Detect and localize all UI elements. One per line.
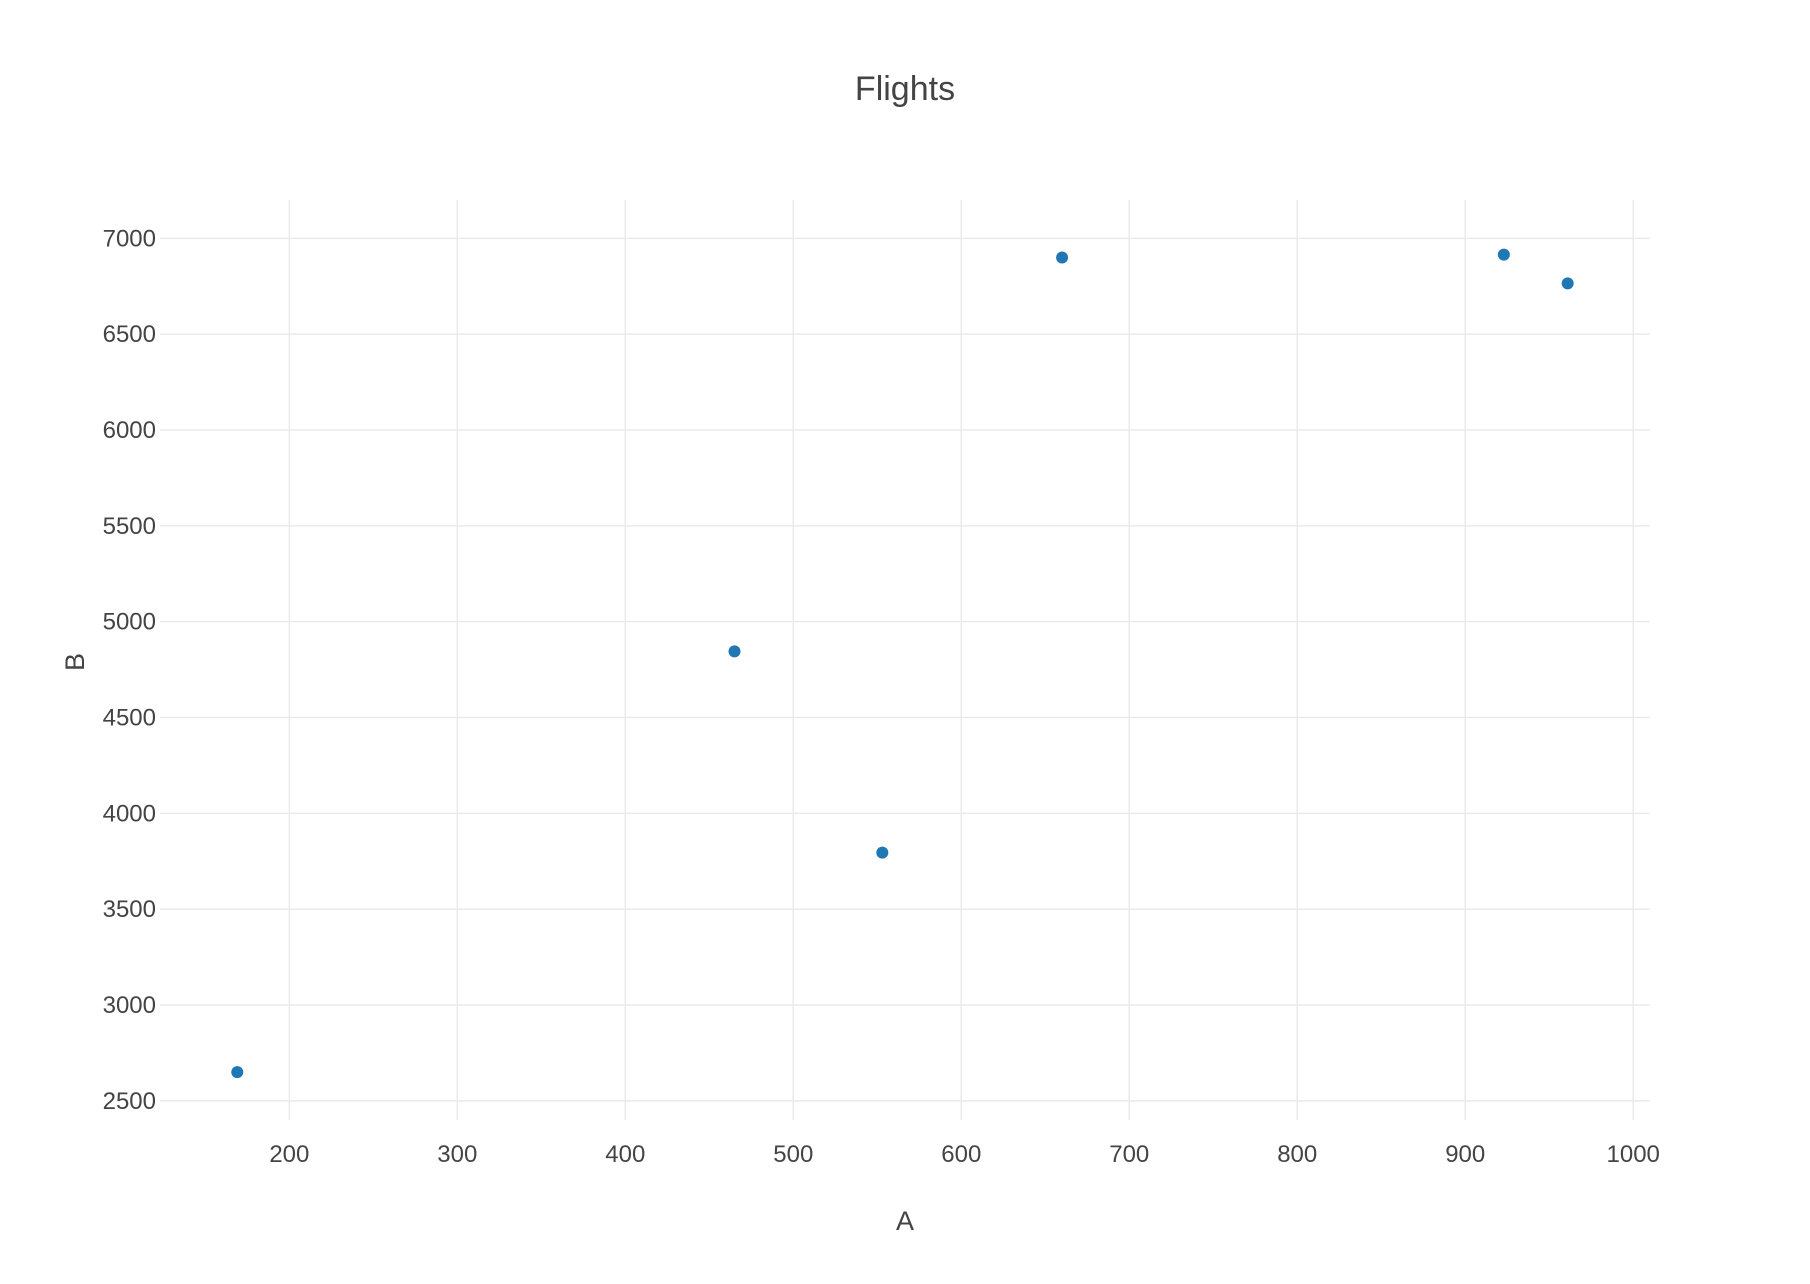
- y-axis-title: B: [60, 653, 90, 671]
- y-tick-label: 4500: [103, 705, 156, 732]
- y-tick-label: 6000: [103, 417, 156, 444]
- data-points: [231, 248, 1574, 1079]
- y-tick-labels: 2500 3000 3500 4000 4500 5000 5500 6000 6500 7000: [103, 225, 156, 1115]
- x-tick-label: 400: [605, 1141, 645, 1168]
- y-tick-label: 5000: [103, 609, 156, 636]
- x-tick-label: 800: [1277, 1141, 1317, 1168]
- data-point: [1561, 277, 1574, 290]
- x-gridlines: [288, 200, 1634, 1120]
- x-tick-label: 200: [269, 1141, 309, 1168]
- chart-title: Flights: [855, 70, 955, 108]
- y-tick-label: 7000: [103, 225, 156, 252]
- data-point: [876, 846, 889, 859]
- y-tick-label: 6500: [103, 321, 156, 348]
- x-tick-label: 900: [1445, 1141, 1485, 1168]
- x-tick-label: 700: [1109, 1141, 1149, 1168]
- x-tick-label: 300: [437, 1141, 477, 1168]
- x-axis-title: A: [896, 1206, 914, 1236]
- data-point: [1497, 248, 1510, 261]
- y-gridlines: [160, 237, 1650, 1102]
- data-point: [728, 645, 741, 658]
- y-tick-label: 3500: [103, 896, 156, 923]
- y-tick-label: 4000: [103, 800, 156, 827]
- y-tick-label: 5500: [103, 513, 156, 540]
- data-point: [231, 1066, 244, 1079]
- x-tick-label: 1000: [1607, 1141, 1660, 1168]
- x-tick-label: 500: [773, 1141, 813, 1168]
- x-tick-label: 600: [941, 1141, 981, 1168]
- y-tick-label: 3000: [103, 992, 156, 1019]
- x-tick-labels: 200 300 400 500 600 700 800 900 1000: [269, 1141, 1660, 1168]
- y-tick-label: 2500: [103, 1088, 156, 1115]
- data-point: [1056, 251, 1069, 264]
